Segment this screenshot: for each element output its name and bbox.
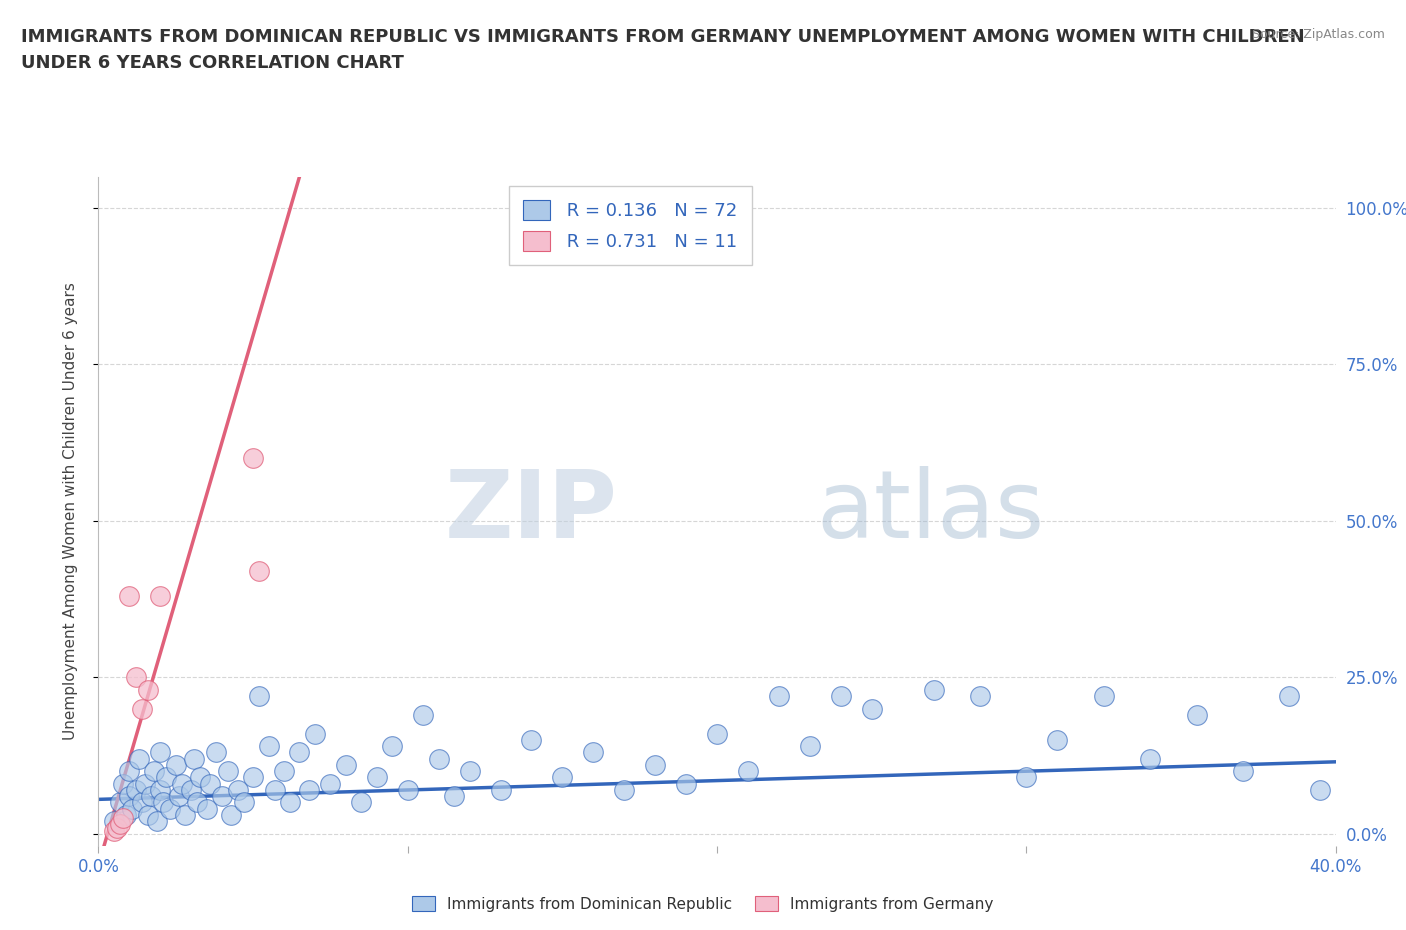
Point	[165, 758, 187, 773]
Point	[217, 764, 239, 778]
Point	[969, 689, 991, 704]
Point	[105, 820, 128, 835]
Point	[1185, 708, 1208, 723]
Point	[149, 745, 172, 760]
Point	[1139, 751, 1161, 766]
Point	[108, 817, 131, 831]
Point	[350, 795, 373, 810]
Point	[170, 777, 193, 791]
Point	[551, 770, 574, 785]
Point	[288, 745, 311, 760]
Point	[458, 764, 481, 778]
Point	[799, 738, 821, 753]
Point	[706, 726, 728, 741]
Point	[247, 689, 270, 704]
Point	[174, 807, 197, 822]
Point	[247, 564, 270, 578]
Point	[155, 770, 177, 785]
Point	[298, 782, 321, 797]
Text: ZIP: ZIP	[446, 466, 619, 557]
Point	[121, 802, 143, 817]
Point	[1046, 733, 1069, 748]
Point	[1309, 782, 1331, 797]
Point	[190, 770, 212, 785]
Point	[221, 807, 243, 822]
Point	[830, 689, 852, 704]
Point	[489, 782, 512, 797]
Text: Source: ZipAtlas.com: Source: ZipAtlas.com	[1251, 28, 1385, 41]
Point	[257, 738, 280, 753]
Point	[304, 726, 326, 741]
Point	[143, 764, 166, 778]
Point	[167, 789, 190, 804]
Point	[242, 770, 264, 785]
Point	[520, 733, 543, 748]
Point	[131, 701, 153, 716]
Point	[1278, 689, 1301, 704]
Point	[180, 782, 202, 797]
Y-axis label: Unemployment Among Women with Children Under 6 years: Unemployment Among Women with Children U…	[63, 283, 77, 740]
Point	[112, 811, 135, 826]
Point	[381, 738, 404, 753]
Point	[319, 777, 342, 791]
Point	[108, 795, 131, 810]
Point	[139, 789, 162, 804]
Text: IMMIGRANTS FROM DOMINICAN REPUBLIC VS IMMIGRANTS FROM GERMANY UNEMPLOYMENT AMONG: IMMIGRANTS FROM DOMINICAN REPUBLIC VS IM…	[21, 28, 1305, 73]
Point	[335, 758, 357, 773]
Point	[427, 751, 450, 766]
Point	[768, 689, 790, 704]
Point	[152, 795, 174, 810]
Point	[159, 802, 181, 817]
Point	[226, 782, 249, 797]
Point	[273, 764, 295, 778]
Point	[183, 751, 205, 766]
Text: atlas: atlas	[815, 466, 1045, 557]
Point	[232, 795, 254, 810]
Point	[118, 764, 141, 778]
Point	[613, 782, 636, 797]
Point	[136, 807, 159, 822]
Point	[205, 745, 228, 760]
Point	[211, 789, 233, 804]
Point	[860, 701, 883, 716]
Point	[737, 764, 759, 778]
Point	[115, 807, 138, 822]
Point	[149, 589, 172, 604]
Point	[263, 782, 285, 797]
Point	[1015, 770, 1038, 785]
Point	[922, 683, 945, 698]
Point	[366, 770, 388, 785]
Point	[134, 777, 156, 791]
Point	[128, 751, 150, 766]
Point	[112, 777, 135, 791]
Point	[136, 683, 159, 698]
Legend:  R = 0.136   N = 72,  R = 0.731   N = 11: R = 0.136 N = 72, R = 0.731 N = 11	[509, 186, 752, 265]
Point	[582, 745, 605, 760]
Point	[186, 795, 208, 810]
Point	[118, 589, 141, 604]
Point	[103, 814, 125, 829]
Point	[1092, 689, 1115, 704]
Point	[644, 758, 666, 773]
Point	[1232, 764, 1254, 778]
Point	[278, 795, 301, 810]
Point	[124, 670, 146, 684]
Point	[412, 708, 434, 723]
Point	[443, 789, 465, 804]
Point	[118, 789, 141, 804]
Point	[103, 823, 125, 838]
Point	[675, 777, 697, 791]
Point	[131, 795, 153, 810]
Point	[146, 814, 169, 829]
Legend: Immigrants from Dominican Republic, Immigrants from Germany: Immigrants from Dominican Republic, Immi…	[406, 889, 1000, 918]
Point	[242, 451, 264, 466]
Point	[149, 782, 172, 797]
Point	[195, 802, 218, 817]
Point	[396, 782, 419, 797]
Point	[198, 777, 221, 791]
Point	[124, 782, 146, 797]
